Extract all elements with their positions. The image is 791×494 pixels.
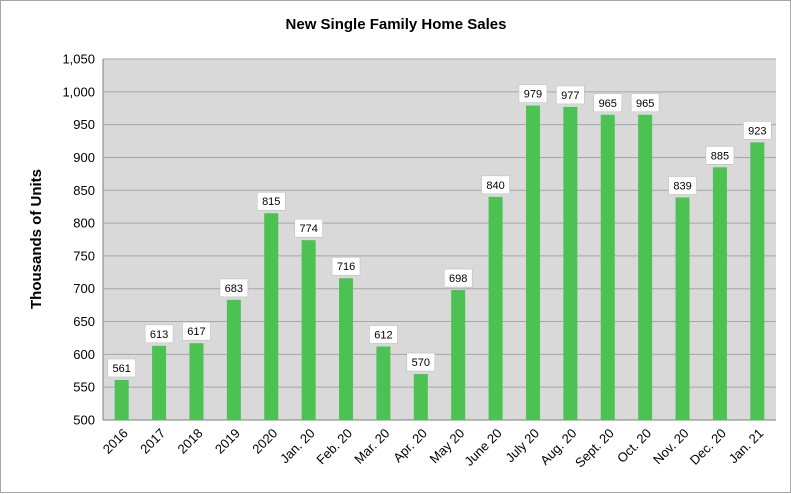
x-tick-label: Oct. 20 — [614, 426, 654, 466]
y-tick-label: 900 — [73, 150, 95, 165]
y-tick-label: 600 — [73, 347, 95, 362]
y-tick-label: 500 — [73, 413, 95, 428]
data-label-box — [406, 352, 436, 372]
x-tick-label: July 20 — [502, 426, 542, 466]
y-tick-label: 700 — [73, 281, 95, 296]
bar — [712, 167, 727, 420]
data-label-box — [331, 256, 361, 276]
data-label: 979 — [524, 89, 542, 101]
data-label: 698 — [449, 273, 467, 285]
x-tick-label: Apr. 20 — [390, 426, 430, 466]
data-label-box — [256, 191, 286, 211]
y-tick-label: 800 — [73, 216, 95, 231]
data-label: 885 — [711, 150, 729, 162]
data-label: 617 — [187, 326, 205, 338]
bar — [525, 105, 540, 421]
data-label-box — [107, 358, 136, 378]
data-label: 965 — [599, 98, 617, 110]
data-label-box — [144, 324, 174, 344]
data-label-box — [294, 218, 323, 238]
data-label-box — [182, 321, 211, 341]
y-tick-label: 950 — [73, 117, 95, 132]
bar — [189, 343, 204, 420]
x-tick-label: 2016 — [100, 426, 131, 457]
data-label: 923 — [748, 125, 766, 137]
bar — [451, 290, 466, 420]
x-tick-label: Nov. 20 — [650, 426, 692, 468]
x-tick-label: Mar. 20 — [351, 426, 392, 467]
x-tick-label: 2017 — [137, 426, 168, 457]
y-tick-label: 550 — [73, 380, 95, 395]
plot-background — [103, 59, 776, 420]
x-tick-label: 2020 — [249, 426, 280, 457]
y-tick-label: 850 — [73, 183, 95, 198]
data-label: 570 — [412, 357, 430, 369]
x-tick-label: Jan. 20 — [277, 426, 318, 467]
x-tick-label: Sept. 20 — [572, 426, 617, 471]
data-label-box — [705, 146, 735, 165]
x-tick-label: 2019 — [212, 426, 243, 457]
data-label: 977 — [561, 90, 579, 102]
data-label-box — [518, 84, 548, 103]
data-label: 683 — [225, 283, 243, 295]
data-label-box — [630, 93, 660, 113]
data-label-box — [556, 85, 585, 105]
bar — [563, 106, 578, 420]
y-tick-label: 1,050 — [62, 52, 95, 67]
bar — [301, 240, 316, 420]
x-tick-label: Dec. 20 — [687, 426, 729, 468]
bar — [750, 142, 765, 420]
data-label-box — [369, 325, 398, 344]
data-label: 965 — [636, 98, 654, 110]
data-label: 840 — [486, 180, 504, 192]
data-label-box — [593, 93, 623, 113]
plot-area: 500 550 600 650 700 750 800 850 900 950 1,000 1,050… — [62, 52, 776, 471]
y-tick-label: 650 — [73, 314, 95, 329]
x-tick-label: Feb. 20 — [313, 426, 355, 468]
x-tick-label: May 20 — [427, 426, 468, 467]
y-tick-label: 750 — [73, 248, 95, 263]
y-axis-label: Thousands of Units — [28, 169, 45, 309]
data-label: 839 — [673, 180, 691, 192]
data-label-box — [219, 278, 249, 298]
data-label: 815 — [262, 196, 280, 208]
bar — [226, 299, 241, 420]
bar — [413, 374, 428, 420]
bar — [339, 278, 354, 420]
y-tick-label: 1,000 — [62, 84, 95, 99]
data-label: 774 — [299, 223, 317, 235]
bar — [376, 346, 391, 420]
bar — [600, 114, 615, 421]
bar — [638, 114, 653, 421]
data-label-box — [443, 268, 473, 288]
data-label: 613 — [150, 329, 168, 341]
data-label-box — [481, 175, 510, 195]
x-tick-label: 2018 — [175, 426, 206, 457]
data-label-box — [743, 121, 772, 140]
chart-title: New Single Family Home Sales — [286, 16, 507, 33]
data-label: 716 — [337, 261, 355, 273]
x-tick-label: Jan. 21 — [726, 426, 767, 467]
bar — [488, 196, 503, 420]
bar — [114, 379, 129, 420]
bar — [152, 345, 167, 420]
data-label-box — [668, 176, 697, 195]
bar — [675, 197, 690, 420]
data-label: 612 — [374, 329, 392, 341]
bar — [264, 213, 279, 420]
data-label: 561 — [113, 363, 131, 375]
x-tick-label: June 20 — [461, 426, 504, 469]
